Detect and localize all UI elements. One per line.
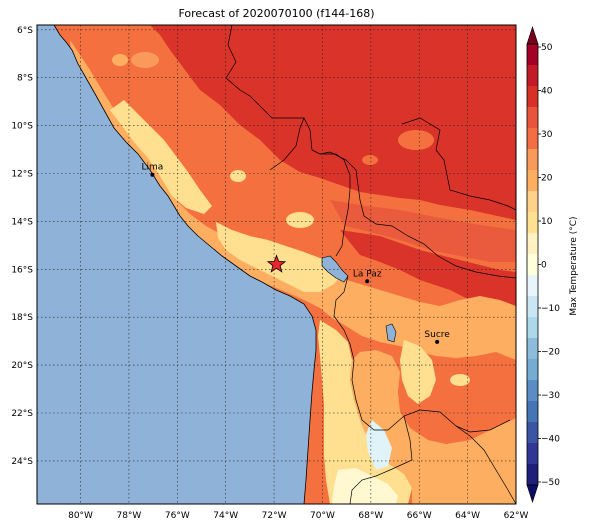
lon-tick-label: 74°W [213,511,238,521]
colorbar-tick-label: −20 [541,348,560,358]
colorbar-tick-label: −10 [541,304,560,314]
lake-poopo [385,323,397,343]
coastline [53,24,317,505]
chart-title: Forecast of 2020070100 (f144-168) [178,7,375,20]
lon-tick-label: 68°W [358,511,383,521]
lat-tick-label: 8°S [17,74,33,84]
colorbar-tick-label: −30 [541,391,560,401]
colorbar-segment [527,254,538,276]
colorbar-segment [527,65,538,87]
colorbar-segment [527,128,538,150]
colorbar-tick-label: 30 [541,130,553,140]
colorbar-segment [527,338,538,360]
colorbar-segment [527,422,538,444]
lon-tick-label: 80°W [68,511,93,521]
colorbar-segment [527,317,538,339]
lon-tick-label: 76°W [165,511,190,521]
lat-tick-label: 6°S [17,26,33,36]
colorbar-segment [527,170,538,192]
latitude-labels: 6°S 8°S 10°S 12°S 14°S 16°S 18°S 20°S 22°S 24°S [11,26,33,467]
lat-tick-label: 14°S [11,217,33,227]
colorbar: 50 40 30 20 10 0 −10 −20 −30 −40 −50 [526,26,560,503]
lon-tick-label: 66°W [407,511,432,521]
colorbar-tick-label: 40 [541,87,553,97]
colorbar-tick-label: −40 [541,435,560,445]
colorbar-label: Max Temperature (°C) [569,216,579,315]
colorbar-tick-label: 0 [541,261,547,271]
colorbar-tick-label: 10 [541,217,553,227]
colorbar-segment [527,191,538,213]
colorbar-segment [527,212,538,234]
lat-tick-label: 22°S [11,409,33,419]
lon-tick-label: 78°W [116,511,141,521]
city-label: Sucre [424,330,450,340]
city-markers: Lima La Paz Sucre [141,163,450,344]
city-dot [150,172,155,177]
city-label: Lima [141,163,163,173]
colorbar-segment [527,44,538,66]
country-borders [225,24,517,505]
map-frame [36,24,517,505]
colorbar-segment [527,233,538,255]
lat-tick-label: 16°S [11,265,33,275]
lon-tick-label: 70°W [310,511,335,521]
location-star-marker [266,254,287,273]
longitude-labels: 80°W 78°W 76°W 74°W 72°W 70°W 68°W 66°W 64°W 62°W [68,511,528,521]
lon-tick-label: 64°W [455,511,480,521]
lat-tick-label: 12°S [11,169,33,179]
lat-tick-label: 24°S [11,457,33,467]
colorbar-tick-label: 50 [541,43,553,53]
colorbar-max-arrow [526,26,539,45]
colorbar-segment [527,401,538,423]
city-label: La Paz [353,269,382,279]
lon-tick-label: 62°W [504,511,529,521]
lon-tick-label: 72°W [262,511,287,521]
lat-tick-label: 10°S [11,122,33,132]
colorbar-segment [527,296,538,318]
city-dot [365,279,370,284]
colorbar-tick-label: −50 [541,478,560,488]
colorbar-segment [527,107,538,129]
colorbar-segment [527,275,538,297]
colorbar-segment [527,359,538,381]
colorbar-segment [527,86,538,108]
colorbar-min-arrow [526,484,539,503]
colorbar-segment [527,380,538,402]
colorbar-tick-label: 20 [541,174,553,184]
lat-tick-label: 20°S [11,361,33,371]
colorbar-segment [527,149,538,171]
colorbar-segment [527,464,538,486]
lat-tick-label: 18°S [11,313,33,323]
city-dot [435,339,440,344]
colorbar-segment [527,443,538,465]
